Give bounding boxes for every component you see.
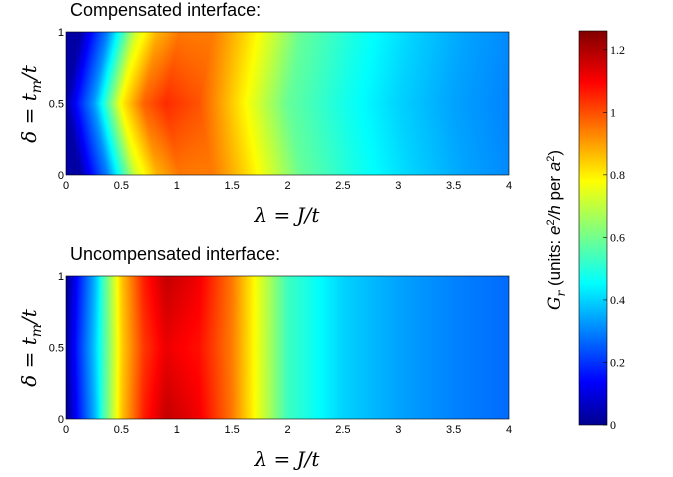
colorbar-label: Gr (units: e2/h per a2) (545, 150, 568, 310)
x-tick-label: 3.5 (446, 180, 461, 192)
colorbar-tick-label: 1.2 (610, 43, 625, 57)
colorbar: 0 0.2 0.4 0.6 0.8 1 1.2 Gr (units: e2/h per a2… (545, 30, 625, 432)
x-tick-label: 0 (63, 424, 69, 436)
panel-title-uncompensated: Uncompensated interface: (70, 244, 281, 264)
x-tick-labels: 0 0.5 1 1.5 2 2.5 3 3.5 4 (63, 180, 512, 192)
x-tick-label: 2.5 (335, 180, 350, 192)
y-tick-label: 1 (58, 27, 64, 39)
heatmap-panel-uncompensated: 0 0.5 1 1.5 2 2.5 3 3.5 4 00.51 λ = J/t δ = tm/t (17, 271, 512, 471)
colorbar-tick-label: 0 (610, 418, 616, 432)
y-axis-label: δ = tm/t (17, 64, 45, 143)
colorbar-gradient (578, 30, 608, 426)
colorbar-tick-label: 0.4 (610, 293, 625, 307)
plot-frame (65, 275, 510, 420)
x-tick-label: 0 (63, 180, 69, 192)
plot-frame (65, 31, 510, 176)
x-tick-label: 0.5 (114, 180, 129, 192)
x-tick-labels: 0 0.5 1 1.5 2 2.5 3 3.5 4 (63, 424, 512, 436)
x-axis-label: λ = J/t (254, 447, 321, 471)
panel-title-compensated: Compensated interface: (70, 0, 262, 20)
colorbar-tick-label: 1 (610, 105, 616, 119)
x-tick-label: 2 (284, 424, 290, 436)
x-tick-label: 2 (284, 180, 290, 192)
x-tick-label: 3 (395, 424, 401, 436)
x-tick-label: 4 (506, 424, 512, 436)
y-axis-label: δ = tm/t (17, 308, 45, 387)
x-tick-label: 0.5 (114, 424, 129, 436)
x-tick-label: 2.5 (335, 424, 350, 436)
heatmap-panel-compensated: 0 0.5 1 1.5 2 2.5 3 3.5 4 00.51 λ = J/t δ = tm/t (17, 27, 512, 227)
colorbar-tick-label: 0.8 (610, 168, 625, 182)
y-tick-label: 0 (58, 170, 64, 182)
y-tick-labels: 00.51 (49, 27, 64, 182)
y-tick-label: 1 (58, 271, 64, 283)
x-tick-label: 3.5 (446, 424, 461, 436)
x-tick-label: 4 (506, 180, 512, 192)
y-tick-labels: 00.51 (49, 271, 64, 426)
x-tick-label: 1.5 (224, 180, 239, 192)
x-tick-label: 1 (174, 424, 180, 436)
colorbar-tick-label: 0.6 (610, 230, 625, 244)
y-tick-label: 0.5 (49, 343, 64, 355)
x-axis-label: λ = J/t (254, 203, 321, 227)
colorbar-tick-labels: 0 0.2 0.4 0.6 0.8 1 1.2 (603, 43, 625, 432)
x-tick-label: 3 (395, 180, 401, 192)
y-tick-label: 0.5 (49, 99, 64, 111)
x-tick-label: 1.5 (224, 424, 239, 436)
colorbar-tick-label: 0.2 (610, 355, 625, 369)
y-tick-label: 0 (58, 414, 64, 426)
x-tick-label: 1 (174, 180, 180, 192)
